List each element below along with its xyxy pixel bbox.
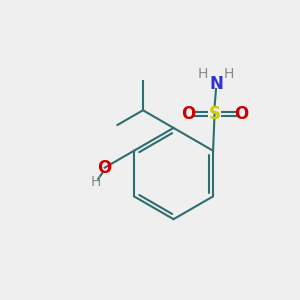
Text: S: S [208,105,220,123]
Text: N: N [209,76,223,94]
Text: H: H [198,67,208,81]
Text: H: H [224,67,235,81]
Text: O: O [98,159,112,177]
Text: O: O [234,105,248,123]
Text: O: O [181,105,195,123]
Text: H: H [91,175,101,189]
